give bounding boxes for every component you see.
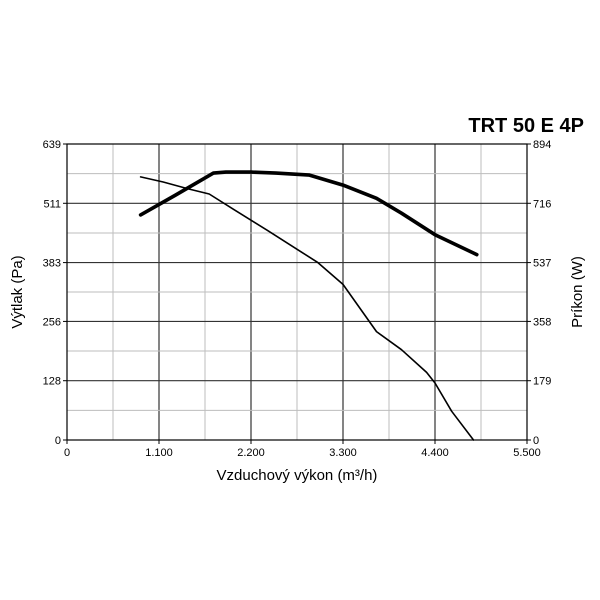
y-right-tick-label: 358 <box>533 316 551 328</box>
y-left-tick-label: 639 <box>43 139 61 151</box>
y-left-tick-label: 383 <box>43 258 61 270</box>
y-left-tick-label: 128 <box>43 376 61 388</box>
series-layer <box>138 170 479 441</box>
chart-title: TRT 50 E 4P <box>468 115 584 137</box>
x-tick-label: 4.400 <box>421 447 449 459</box>
x-tick-label: 0 <box>64 447 70 459</box>
y-right-tick-label: 894 <box>533 139 551 151</box>
series-line-power <box>138 170 479 257</box>
y-right-tick-label: 179 <box>533 376 551 388</box>
grid <box>67 144 527 440</box>
x-tick-label: 1.100 <box>145 447 173 459</box>
y-left-tick-label: 511 <box>43 198 61 210</box>
y-left-tick-label: 256 <box>43 316 61 328</box>
y-right-tick-label: 537 <box>533 258 551 270</box>
plot-frame <box>66 143 528 441</box>
x-tick-label: 5.500 <box>513 447 541 459</box>
y-axis-label-left: Výtlak (Pa) <box>9 255 26 328</box>
x-tick-label: 3.300 <box>329 447 357 459</box>
series-line-pressure <box>139 176 475 441</box>
x-axis-label: Vzduchový výkon (m³/h) <box>217 467 378 484</box>
y-right-tick-label: 0 <box>533 435 539 447</box>
y-left-tick-label: 0 <box>55 435 61 447</box>
x-tick-label: 2.200 <box>237 447 265 459</box>
y-axis-label-right: Príkon (W) <box>569 256 586 328</box>
y-right-tick-label: 716 <box>533 198 551 210</box>
